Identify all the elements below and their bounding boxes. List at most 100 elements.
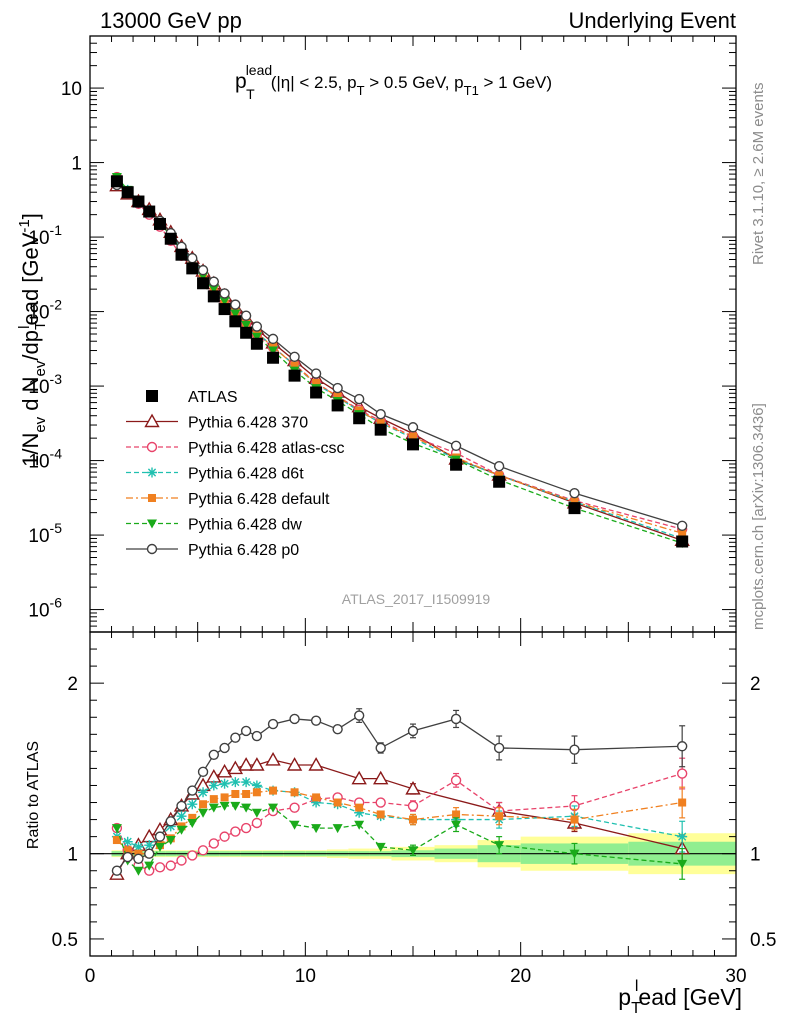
legend-label: Pythia 6.428 d6t <box>188 466 304 483</box>
series-line-1 <box>116 185 683 541</box>
data-point-s0 <box>450 458 463 471</box>
ratio-point-s5 <box>187 785 198 796</box>
header-right: Underlying Event <box>568 8 736 33</box>
ratio-point-s1 <box>676 768 688 779</box>
data-point-s4 <box>312 378 321 387</box>
ratio-point-s1 <box>375 797 386 808</box>
x-tick-label: 20 <box>510 966 531 987</box>
legend-item: Pythia 6.428 p0 <box>126 542 299 559</box>
data-point-s4 <box>290 361 299 370</box>
data-point-s0 <box>568 502 581 515</box>
ratio-y-tick-label-right: 1 <box>750 845 761 866</box>
data-point-s6 <box>375 408 386 420</box>
series-line-3 <box>116 177 683 540</box>
ratio-point-s0 <box>141 828 157 843</box>
ratio-point-s5 <box>407 725 419 737</box>
ratio-point-s5 <box>230 732 241 743</box>
data-point-s0 <box>240 326 253 339</box>
ratio-point-s5 <box>122 851 133 863</box>
y-tick-label: 10-2 <box>28 297 62 324</box>
ratio-point-s5 <box>289 713 300 725</box>
ratio-point-s3 <box>269 786 278 795</box>
ratio-point-s4 <box>198 808 209 818</box>
data-point-s4 <box>409 432 417 441</box>
data-point-s0 <box>207 290 220 303</box>
ratio-frame <box>89 631 737 957</box>
data-point-s0 <box>186 262 199 275</box>
data-point-s6 <box>187 253 198 264</box>
ratio-point-s3 <box>188 813 197 822</box>
data-point-s0 <box>353 412 366 425</box>
data-point-s0 <box>493 475 506 488</box>
ratio-point-s3 <box>495 812 504 821</box>
ratio-point-s4 <box>408 846 418 856</box>
legend-item: Pythia 6.428 d6t <box>126 466 304 483</box>
ratio-point-s3 <box>355 803 364 812</box>
ratio-point-s2 <box>176 811 187 822</box>
ratio-point-s0 <box>286 757 303 771</box>
data-point-s0 <box>288 369 301 382</box>
data-point-s0 <box>197 277 210 290</box>
ratio-point-s3 <box>570 815 579 824</box>
ratio-point-s1 <box>197 845 209 856</box>
data-point-s4 <box>269 342 278 351</box>
legend-item: ATLAS <box>146 389 238 406</box>
ratio-point-s2 <box>133 841 144 852</box>
series-line-5 <box>116 176 683 544</box>
ratio-point-s1 <box>230 826 241 837</box>
data-point-s5 <box>208 284 219 294</box>
ratio-point-s5 <box>267 718 279 730</box>
ratio-point-s4 <box>165 836 176 846</box>
analysis-id: ATLAS_2017_I1509919 <box>342 591 491 607</box>
ratio-point-s5 <box>154 831 166 842</box>
data-point-s0 <box>153 217 166 230</box>
ratio-point-s4 <box>375 842 386 852</box>
x-tick-label: 0 <box>85 966 96 987</box>
data-point-s0 <box>331 399 344 412</box>
data-point-s5 <box>251 332 262 342</box>
y-tick-label: 10-6 <box>28 595 62 622</box>
y-tick-label: 1 <box>71 154 82 175</box>
data-point-s6 <box>208 276 220 287</box>
ratio-point-s2 <box>122 836 133 847</box>
ratio-point-s5 <box>493 742 505 754</box>
ratio-point-s1 <box>407 800 419 812</box>
ratio-point-s3 <box>312 793 321 802</box>
ratio-point-s3 <box>112 836 121 845</box>
y-tick-label: 10-3 <box>28 371 62 398</box>
data-point-s4 <box>376 418 385 427</box>
data-point-s6 <box>289 351 300 363</box>
legend-label: ATLAS <box>188 389 238 406</box>
ratio-point-s4 <box>569 849 580 859</box>
ratio-point-s3 <box>333 798 342 807</box>
ratio-point-s1 <box>240 822 252 834</box>
ratio-point-s4 <box>268 803 279 813</box>
ratio-point-s3 <box>123 846 132 855</box>
y-tick-label: 10-4 <box>28 446 62 473</box>
legend-label: Pythia 6.428 370 <box>188 415 308 432</box>
ratio-y-tick-label-right: 0.5 <box>750 930 776 951</box>
data-point-s0 <box>132 195 145 208</box>
data-point-s0 <box>164 232 177 245</box>
data-point-s6 <box>310 368 322 379</box>
legend-label: Pythia 6.428 default <box>188 491 330 508</box>
ratio-point-s1 <box>176 855 187 866</box>
data-point-s5 <box>219 296 230 306</box>
data-point-s0 <box>310 386 323 399</box>
ratio-point-s5 <box>569 744 580 755</box>
ratio-point-s5 <box>676 741 688 752</box>
ratio-point-s2 <box>230 777 241 788</box>
ratio-point-s4 <box>251 808 262 818</box>
data-point-s6 <box>353 393 365 405</box>
main-frame <box>89 35 737 633</box>
data-point-s6 <box>493 461 505 472</box>
ratio-point-s3 <box>231 790 240 798</box>
legend-marker <box>146 441 158 453</box>
ratio-point-s3 <box>376 810 385 819</box>
data-point-s0 <box>143 205 156 218</box>
ratio-point-s4 <box>208 803 219 813</box>
ratio-point-s0 <box>249 757 265 771</box>
legend-marker <box>144 413 160 428</box>
main-ylabel: 1/Nev d Nev/dpTlead [GeV-1] <box>16 213 49 467</box>
legend-label: Pythia 6.428 p0 <box>188 542 299 559</box>
